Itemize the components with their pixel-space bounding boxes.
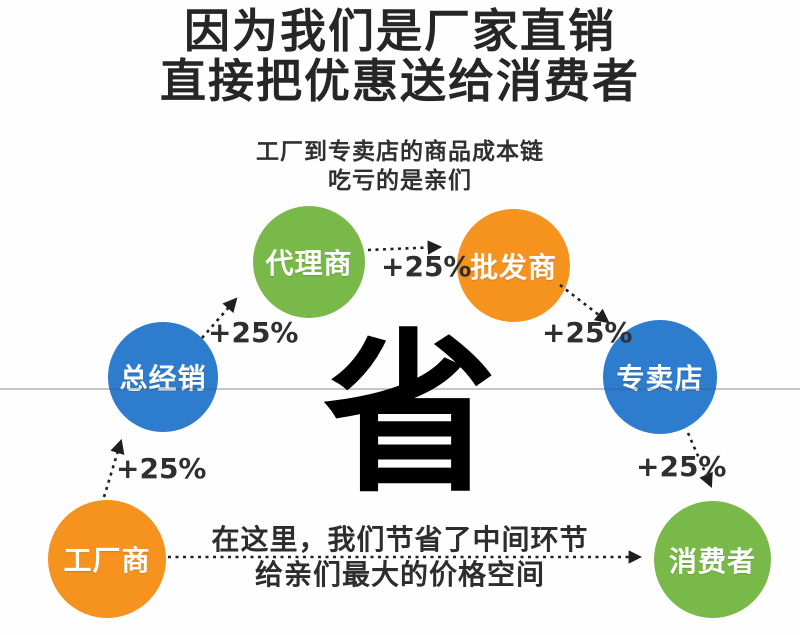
node-label-general-distributor: 总经销: [119, 362, 207, 395]
markup-label-factory-distributor: +25%: [116, 452, 207, 485]
node-wholesaler: 批发商: [457, 209, 570, 322]
footer-line-1: 在这里，我们节省了中间环节: [211, 523, 589, 556]
markup-label-store-consumer: +25%: [636, 450, 727, 483]
markup-label-wholesaler-store: +25%: [542, 316, 633, 349]
node-factory: 工厂商: [48, 500, 166, 618]
headline-line-1: 因为我们是厂家直销: [184, 4, 616, 58]
node-label-factory: 工厂商: [63, 544, 151, 577]
node-general-distributor: 总经销: [108, 322, 218, 432]
cost-chain-caption: 工厂到专卖店的商品成本链 吃亏的是亲们: [0, 138, 800, 196]
headline-line-2: 直接把优惠送给消费者: [160, 54, 640, 108]
node-label-consumer: 消费者: [668, 544, 756, 578]
node-consumer: 消费者: [654, 501, 771, 618]
caption-line-2: 吃亏的是亲们: [328, 168, 472, 194]
node-store: 专卖店: [603, 320, 717, 434]
save-character: 省: [322, 314, 497, 517]
node-label-wholesaler: 批发商: [469, 250, 557, 284]
node-agent: 代理商: [253, 206, 365, 318]
caption-line-1: 工厂到专卖店的商品成本链: [256, 139, 544, 165]
markup-label-distributor-agent: +25%: [208, 316, 299, 349]
footer-line-2: 给亲们最大的价格空间: [254, 558, 545, 591]
node-label-store: 专卖店: [616, 362, 704, 395]
markup-label-agent-wholesaler: +25%: [381, 250, 472, 283]
footer-message: 在这里，我们节省了中间环节 给亲们最大的价格空间: [0, 522, 800, 592]
node-label-agent: 代理商: [265, 247, 353, 280]
headline: 因为我们是厂家直销 直接把优惠送给消费者: [0, 6, 800, 106]
